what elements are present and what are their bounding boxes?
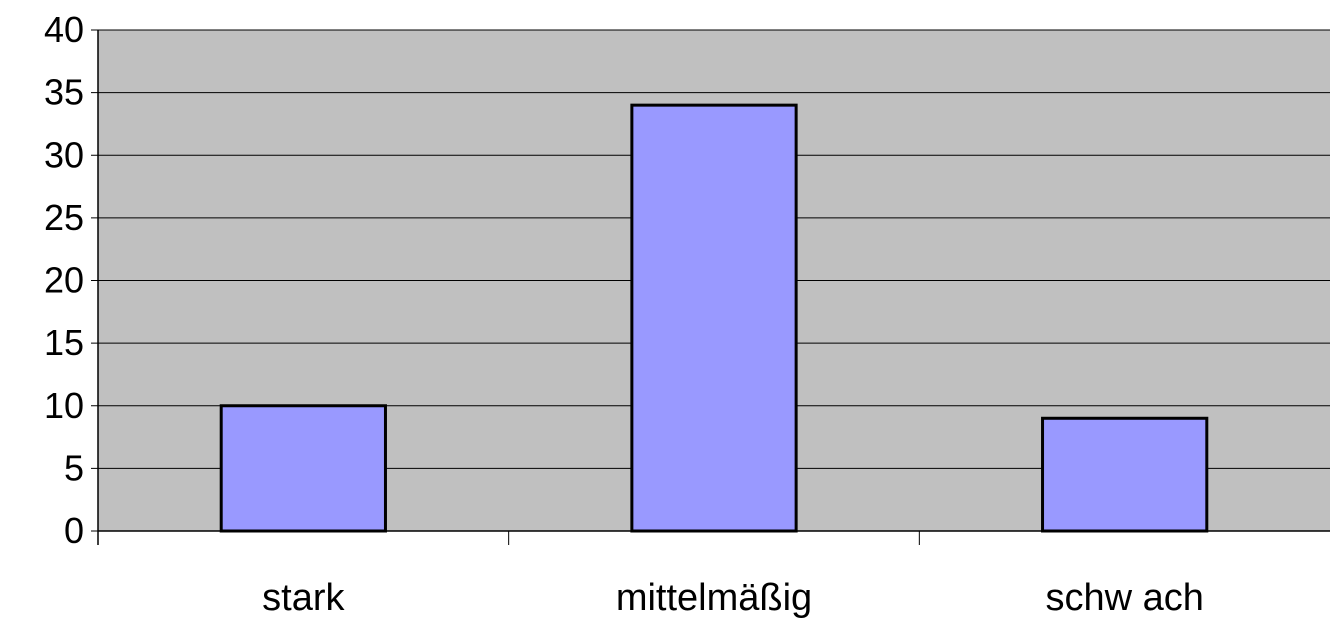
y-tick-label: 0 [64, 510, 84, 551]
y-tick-label: 25 [44, 197, 84, 238]
category-label: stark [262, 577, 345, 619]
y-tick-label: 30 [44, 134, 84, 175]
y-tick-label: 5 [64, 447, 84, 488]
category-label: mittelmäßig [616, 577, 812, 619]
y-tick-label: 35 [44, 72, 84, 113]
bar-1 [219, 404, 387, 533]
y-tick-label: 15 [44, 322, 84, 363]
bar-2 [630, 103, 798, 533]
y-tick-label: 20 [44, 260, 84, 301]
bar-3 [1041, 416, 1209, 533]
y-tick-label: 10 [44, 385, 84, 426]
bars [219, 103, 1209, 533]
category-label: schw ach [1045, 577, 1203, 619]
axes [91, 29, 1330, 545]
y-tick-label: 40 [44, 9, 84, 50]
y-tick-labels: 0 5 10 15 20 25 30 35 40 [44, 9, 84, 551]
category-labels: stark mittelmäßig schw ach [262, 577, 1204, 619]
